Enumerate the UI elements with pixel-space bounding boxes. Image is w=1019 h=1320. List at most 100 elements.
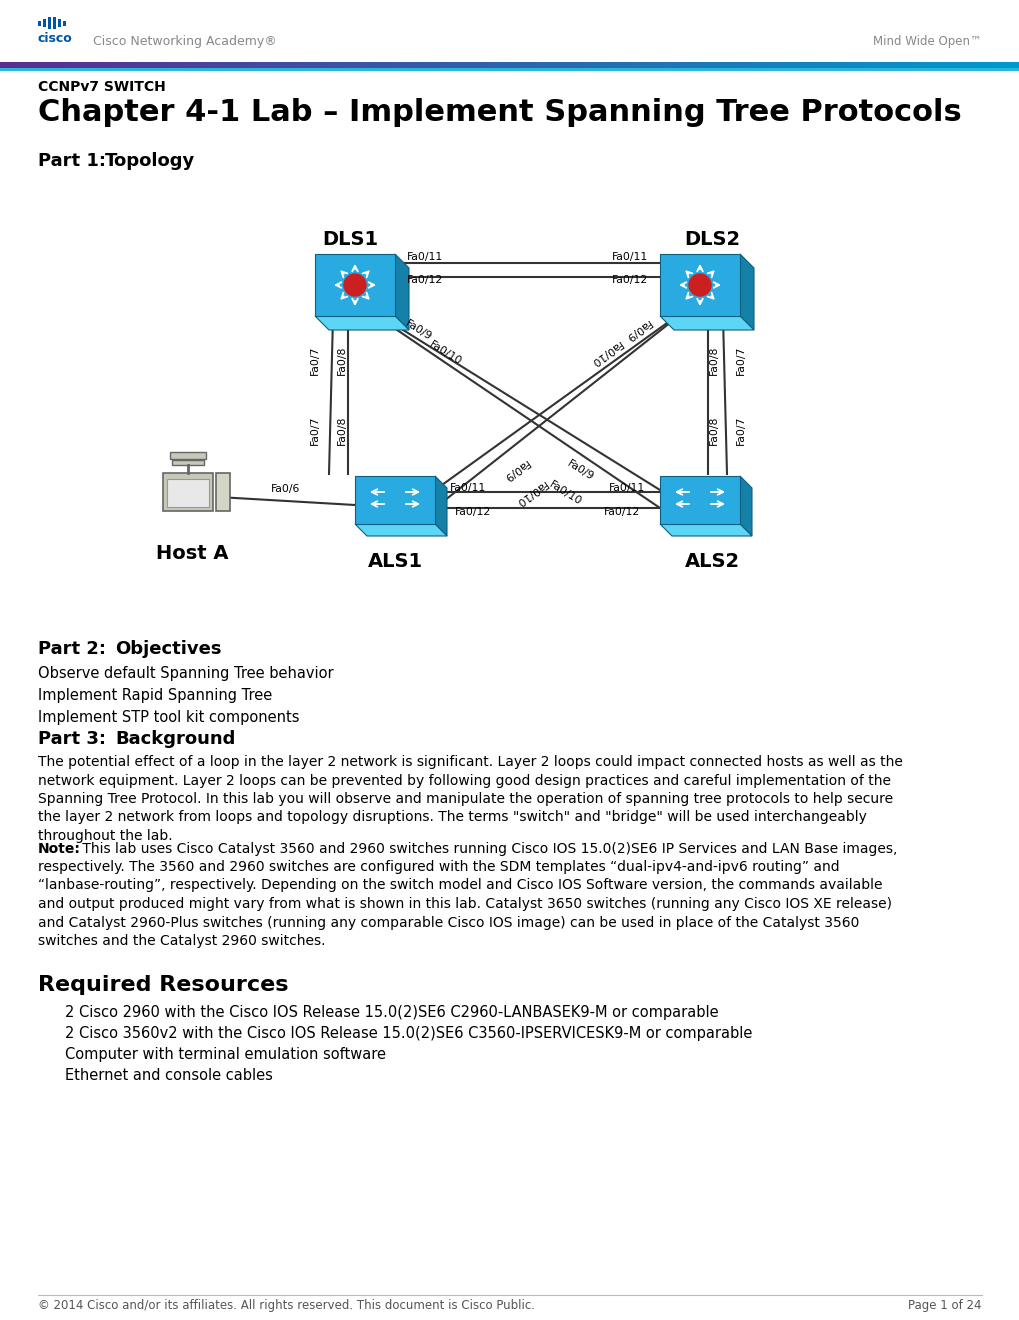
Text: and output produced might vary from what is shown in this lab. Catalyst 3650 swi: and output produced might vary from what… <box>38 898 892 911</box>
Bar <box>23 62 28 69</box>
Bar <box>400 62 405 69</box>
Bar <box>180 62 183 69</box>
Bar <box>948 62 952 69</box>
Bar <box>914 62 917 69</box>
Bar <box>64 62 68 69</box>
Bar <box>588 62 591 69</box>
Bar <box>421 62 425 69</box>
Bar <box>105 62 109 69</box>
Bar <box>102 62 106 69</box>
Bar <box>710 62 713 69</box>
Bar <box>731 62 734 69</box>
Bar <box>978 62 982 69</box>
Polygon shape <box>739 477 751 536</box>
Bar <box>584 62 588 69</box>
Text: Fa0/12: Fa0/12 <box>611 275 647 285</box>
Text: cisco: cisco <box>38 32 72 45</box>
Text: Chapter 4-1 Lab – Implement Spanning Tree Protocols: Chapter 4-1 Lab – Implement Spanning Tre… <box>38 98 961 127</box>
Bar <box>598 62 601 69</box>
Bar <box>445 62 448 69</box>
Bar <box>955 62 958 69</box>
Bar <box>31 62 35 69</box>
Text: Objectives: Objectives <box>115 640 221 657</box>
Bar <box>917 62 921 69</box>
Text: Fa0/8: Fa0/8 <box>708 346 718 375</box>
Bar <box>619 62 622 69</box>
Bar <box>1016 62 1019 69</box>
Bar <box>71 62 75 69</box>
Bar <box>706 62 710 69</box>
Bar <box>455 62 459 69</box>
Bar <box>594 62 598 69</box>
Bar <box>364 62 367 69</box>
Bar <box>92 62 96 69</box>
Bar <box>680 62 683 69</box>
Bar <box>924 62 927 69</box>
Bar <box>639 62 642 69</box>
Bar <box>367 62 371 69</box>
Bar <box>258 62 262 69</box>
Bar <box>812 62 815 69</box>
Bar <box>1009 62 1013 69</box>
Bar <box>859 62 863 69</box>
Bar <box>0 69 1019 71</box>
Bar <box>662 62 666 69</box>
Text: Topology: Topology <box>105 152 195 170</box>
Bar <box>441 62 445 69</box>
Bar <box>252 62 255 69</box>
Text: Host A: Host A <box>156 544 228 564</box>
Bar <box>448 62 452 69</box>
Bar <box>282 62 285 69</box>
Bar <box>676 62 680 69</box>
Bar <box>204 62 208 69</box>
Bar <box>333 62 336 69</box>
Bar <box>265 62 269 69</box>
Bar <box>469 62 473 69</box>
Bar <box>166 62 170 69</box>
Bar <box>41 62 45 69</box>
Circle shape <box>343 275 366 296</box>
Bar <box>866 62 870 69</box>
Bar <box>58 62 61 69</box>
Bar <box>900 62 904 69</box>
Bar <box>296 62 300 69</box>
Bar <box>462 62 466 69</box>
Bar <box>945 62 948 69</box>
Bar <box>95 62 99 69</box>
Bar <box>451 62 455 69</box>
Bar <box>550 62 554 69</box>
Bar <box>828 62 833 69</box>
Text: DLS2: DLS2 <box>684 230 740 249</box>
Bar <box>527 62 530 69</box>
Text: Fa0/12: Fa0/12 <box>603 507 639 517</box>
Bar <box>377 62 381 69</box>
Bar <box>530 62 534 69</box>
Bar <box>431 62 435 69</box>
Text: CCNPv7 SWITCH: CCNPv7 SWITCH <box>38 81 166 94</box>
Bar <box>85 62 89 69</box>
Bar <box>883 62 887 69</box>
Bar <box>397 62 401 69</box>
Bar <box>741 62 744 69</box>
Bar <box>176 62 180 69</box>
Bar <box>665 62 669 69</box>
Bar <box>591 62 595 69</box>
Text: Fa0/9: Fa0/9 <box>499 457 529 483</box>
Bar <box>853 62 856 69</box>
Bar <box>690 62 693 69</box>
Text: Note:: Note: <box>38 842 81 855</box>
Bar <box>611 62 615 69</box>
Bar <box>146 62 150 69</box>
Bar <box>991 62 996 69</box>
Bar <box>303 62 306 69</box>
Bar <box>927 62 931 69</box>
Bar <box>825 62 829 69</box>
Bar <box>788 62 792 69</box>
Bar <box>999 62 1003 69</box>
Bar <box>242 62 245 69</box>
Bar <box>798 62 802 69</box>
Text: Computer with terminal emulation software: Computer with terminal emulation softwar… <box>65 1047 385 1063</box>
Bar <box>757 62 761 69</box>
Bar <box>394 62 397 69</box>
Bar <box>574 62 578 69</box>
